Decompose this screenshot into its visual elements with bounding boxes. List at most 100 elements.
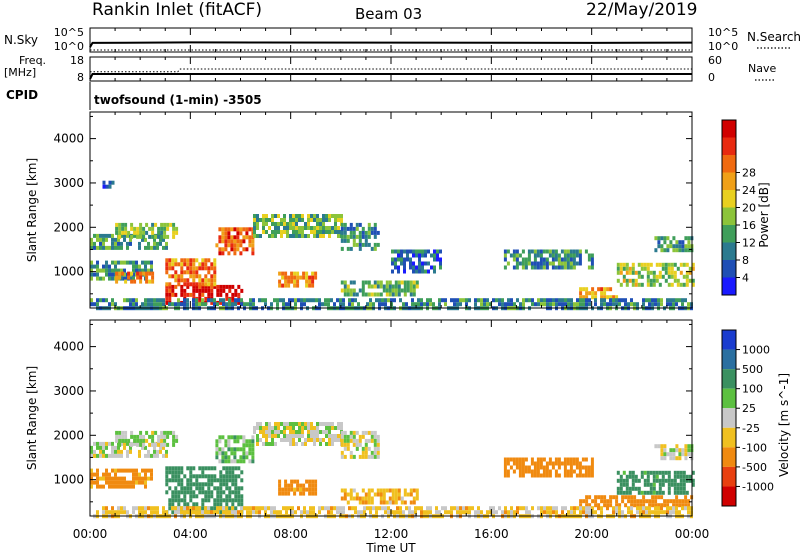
heatmap-cell (540, 302, 543, 307)
heatmap-cell (483, 298, 486, 303)
heatmap-cell (667, 282, 671, 287)
heatmap-cell (397, 284, 401, 289)
heatmap-cell (521, 457, 525, 462)
heatmap-cell (130, 279, 134, 284)
heatmap-cell (144, 472, 147, 477)
heatmap-cell (159, 241, 162, 246)
heatmap-cell (210, 478, 214, 483)
heatmap-cell (301, 442, 304, 446)
heatmap-cell (124, 430, 128, 435)
heatmap-cell (415, 249, 418, 254)
heatmap-cell (189, 282, 193, 287)
heatmap-cell (219, 284, 223, 289)
heatmap-cell (215, 451, 219, 456)
heatmap-cell (658, 482, 662, 487)
heatmap-cell (364, 496, 368, 501)
heatmap-cell (117, 237, 120, 242)
heatmap-cell (286, 230, 289, 234)
heatmap-cell (507, 302, 510, 307)
heatmap-cell (552, 302, 555, 307)
heatmap-cell (412, 292, 416, 297)
heatmap-cell (286, 426, 289, 430)
heatmap-cell (394, 249, 397, 254)
heatmap-cell (233, 251, 237, 256)
heatmap-cell (156, 510, 159, 515)
heatmap-cell (391, 496, 395, 501)
heatmap-cell (165, 288, 169, 293)
heatmap-cell (376, 438, 380, 443)
heatmap-cell (126, 484, 129, 489)
heatmap-cell (156, 302, 159, 307)
heatmap-cell (198, 274, 202, 279)
heatmap-cell (397, 488, 401, 493)
heatmap-cell (409, 292, 413, 297)
heatmap-cell (573, 302, 576, 307)
heatmap-cell (93, 241, 96, 246)
heatmap-cell (207, 482, 211, 487)
heatmap-cell (498, 506, 501, 511)
heatmap-cell (111, 237, 114, 242)
heatmap-cell (314, 491, 318, 496)
heatmap-cell (156, 245, 159, 250)
heatmap-cell (379, 492, 383, 497)
heatmap-cell (594, 495, 598, 500)
heatmap-cell (96, 272, 99, 277)
heatmap-cell (284, 483, 288, 488)
heatmap-cell (515, 253, 519, 258)
heatmap-cell (147, 468, 150, 473)
heatmap-cell (421, 261, 424, 266)
heatmap-cell (512, 257, 516, 262)
heatmap-cell (394, 257, 397, 262)
heatmap-cell (334, 230, 337, 234)
heatmap-cell (669, 510, 672, 515)
heatmap-cell (643, 262, 647, 267)
heatmap-cell (560, 249, 564, 254)
heatmap-cell (121, 430, 125, 435)
heatmap-cell (587, 465, 591, 470)
heatmap-cell (518, 261, 522, 266)
heatmap-cell (340, 230, 344, 235)
heatmap-cell (600, 298, 603, 303)
heatmap-cell (162, 245, 165, 250)
heatmap-cell (572, 249, 576, 254)
heatmap-cell (652, 482, 656, 487)
heatmap-cell (225, 474, 229, 479)
heatmap-cell (612, 298, 615, 303)
x-tick-label: 00:00 (73, 527, 108, 541)
heatmap-cell (397, 280, 401, 285)
heatmap-cell (489, 302, 492, 307)
heatmap-cell (661, 482, 665, 487)
heatmap-cell (307, 422, 310, 426)
heatmap-cell (637, 490, 641, 495)
heatmap-cell (168, 274, 172, 279)
heatmap-cell (322, 218, 325, 222)
heatmap-cell (510, 302, 513, 307)
heatmap-cell (400, 257, 403, 262)
heatmap-cell (219, 510, 223, 515)
heatmap-cell (566, 265, 570, 270)
heatmap-cell (569, 465, 573, 470)
heatmap-cell (328, 442, 331, 446)
heatmap-cell (367, 438, 371, 443)
heatmap-cell (518, 465, 522, 470)
heatmap-cell (603, 503, 607, 508)
heatmap-cell (681, 452, 685, 457)
heatmap-cell (346, 234, 350, 239)
heatmap-cell (450, 510, 453, 515)
heatmap-cell (433, 269, 436, 274)
heatmap-cell (555, 510, 558, 515)
heatmap-cell (233, 243, 237, 248)
heatmap-cell (673, 270, 677, 275)
heatmap-cell (370, 230, 374, 235)
heatmap-cell (569, 469, 573, 474)
heatmap-cell (216, 510, 219, 515)
heatmap-cell (588, 503, 592, 508)
heatmap-cell (633, 495, 637, 500)
heatmap-cell (676, 482, 680, 487)
heatmap-cell (585, 495, 589, 500)
heatmap-cell (536, 461, 540, 466)
heatmap-cell (637, 262, 641, 267)
heatmap-cell (352, 234, 356, 239)
heatmap-cell (108, 484, 111, 489)
heatmap-cell (396, 510, 399, 515)
